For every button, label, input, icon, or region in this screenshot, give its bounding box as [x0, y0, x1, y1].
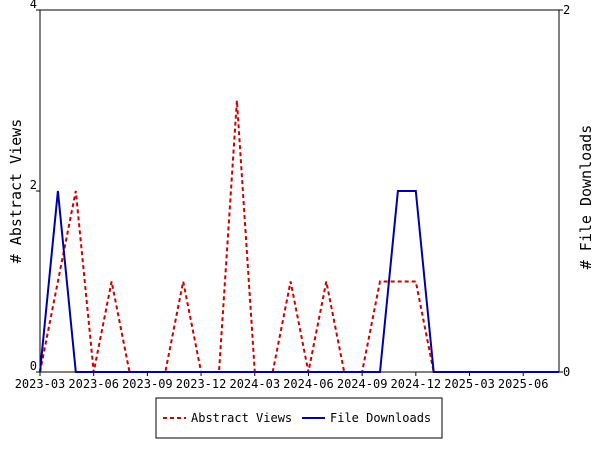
y-tick-label-right: 0 — [563, 365, 570, 379]
y-tick-label-left: 2 — [30, 178, 37, 192]
x-tick-label: 2023-09 — [122, 377, 173, 391]
y-tick-label-right: 2 — [563, 3, 570, 17]
axes: 0 2 4 0 2 2023-03 2023-06 2023-09 2023-12 2024-03… — [15, 0, 571, 391]
x-tick-label: 2025-03 — [444, 377, 495, 391]
legend: Abstract Views File Downloads — [155, 397, 443, 439]
x-tick-label: 2023-03 — [15, 377, 66, 391]
y-tick-label-left: 0 — [30, 359, 37, 373]
series-layer — [39, 100, 559, 373]
x-tick-label: 2024-06 — [283, 377, 334, 391]
legend-label-abstract-views: Abstract Views — [191, 411, 292, 425]
series-line-abstract-views — [39, 100, 559, 373]
x-tick-label: 2023-12 — [176, 377, 227, 391]
series-line-file-downloads — [39, 190, 559, 373]
x-tick-label: 2023-06 — [68, 377, 119, 391]
x-tick-label: 2025-06 — [498, 377, 549, 391]
legend-label-file-downloads: File Downloads — [330, 411, 431, 425]
y-axis-label-left: # Abstract Views — [7, 119, 25, 264]
x-tick-label: 2024-09 — [337, 377, 388, 391]
y-tick-label-left: 4 — [30, 0, 37, 11]
legend-box — [155, 397, 443, 439]
y-axis-label-right: # File Downloads — [577, 125, 595, 270]
x-tick-label: 2024-03 — [229, 377, 280, 391]
plot-frame — [39, 9, 560, 373]
x-tick-label: 2024-12 — [391, 377, 442, 391]
